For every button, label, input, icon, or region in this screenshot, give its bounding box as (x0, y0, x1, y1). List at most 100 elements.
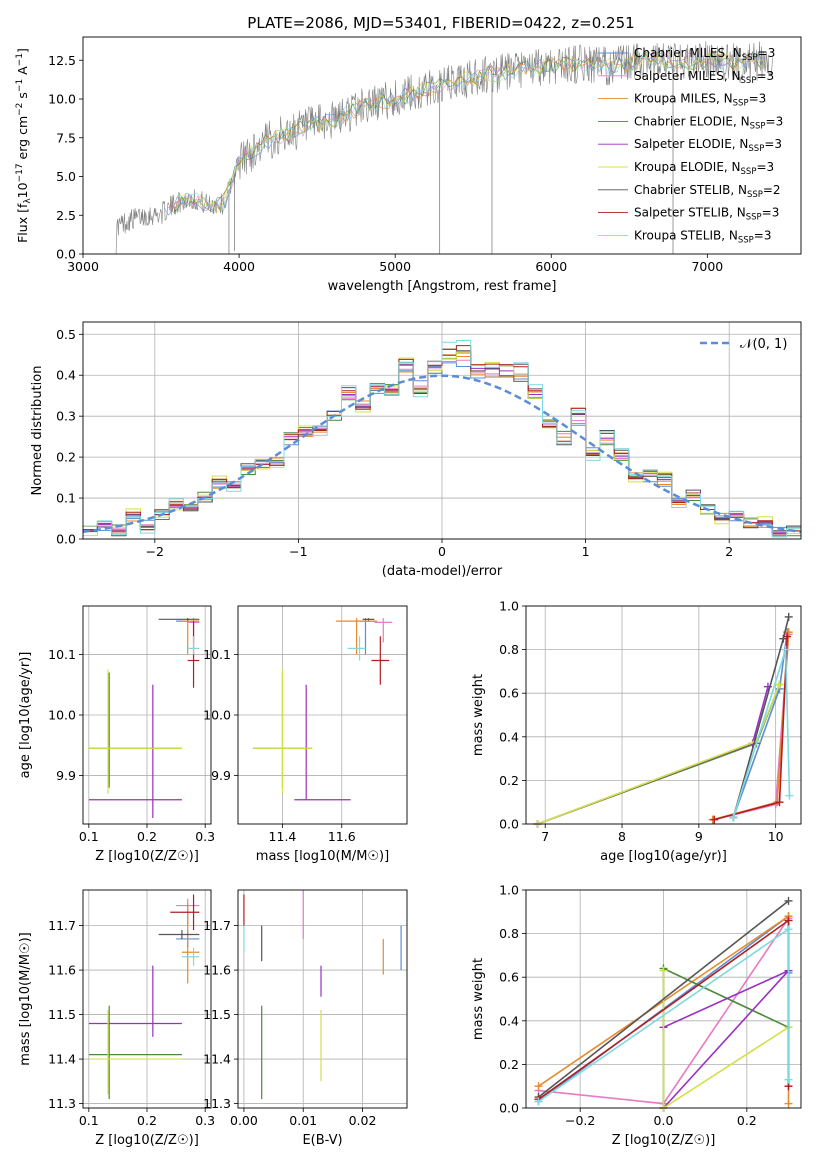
legend-text: =3 (754, 228, 772, 242)
legend-text: =3 (756, 69, 774, 83)
label-part: λ (23, 198, 33, 204)
y-tick-label: 0.1 (56, 491, 76, 506)
x-tick-label: 0.00 (230, 1113, 258, 1128)
y-tick-label: 12.5 (48, 53, 76, 68)
x-tick-label: 8 (618, 829, 626, 844)
y-tick-label: 9.9 (211, 768, 231, 783)
model-spectrum-line (173, 52, 764, 213)
y-axis-label: mass [log10(M/M☉)] (18, 932, 33, 1065)
age-vs-Z-panel: 0.1 0.2 0.3 9.9 10.0 10.1 Z [log10(Z/Z☉)] age [… (18, 605, 215, 864)
legend-text: Kroupa STELIB, N (634, 228, 738, 242)
label-part: s (15, 92, 30, 103)
legend-sub: SSP (746, 213, 762, 223)
series-line (537, 684, 781, 825)
y-axis-label: age [log10(age/yr)] (18, 652, 33, 779)
legend-sub: SSP (738, 235, 754, 245)
model-spectrum-line (179, 52, 766, 212)
y-tick-label: 10.1 (48, 647, 76, 662)
legend-sub: SSP (748, 144, 764, 154)
y-tick-label: 0.5 (56, 327, 76, 342)
x-tick-label: 0.2 (737, 1113, 757, 1128)
x-tick-label: 7 (541, 829, 549, 844)
errorbars (252, 618, 393, 801)
x-tick-label: 6000 (535, 259, 567, 274)
y-tick-label: 10.0 (203, 708, 231, 723)
y-tick-label: 0.8 (499, 926, 519, 941)
y-tick-label: 5.0 (56, 169, 76, 184)
mass-vs-ebv-panel: 0.00 0.01 0.02 11.3 11.4 11.5 11.6 11.7 E(B-V) (203, 889, 408, 1148)
errorbars (88, 894, 200, 1100)
series-lines (534, 896, 793, 1112)
errorbars (243, 890, 402, 1100)
legend-sub: SSP (741, 76, 757, 86)
residuals-panel: −2 −1 0 1 2 0.0 0.1 0.2 0.3 0.4 0.5 (data-model)/er… (30, 321, 802, 579)
legend-sub: SSP (742, 53, 758, 63)
legend-entry: Salpeter ELODIE, NSSP=3 (634, 137, 782, 154)
y-tick-label: 11.7 (48, 918, 76, 933)
y-tick-label: 0.8 (499, 642, 519, 657)
spectrum-panel: 3000 4000 5000 6000 7000 0.0 2.5 5.0 7.5 10.0 12.5… (15, 36, 802, 294)
x-tick-label: 0.02 (349, 1113, 377, 1128)
axes-frame (525, 605, 802, 825)
y-tick-label: 10.0 (48, 92, 76, 107)
legend-text: =3 (749, 92, 767, 106)
x-tick-label: 3000 (67, 259, 99, 274)
spectrum-lines (115, 41, 773, 254)
y-tick-label: 11.6 (48, 963, 76, 978)
legend-sub: SSP (741, 167, 757, 177)
x-axis-label: (data-model)/error (382, 564, 503, 579)
legend-entry: Kroupa MILES, NSSP=3 (634, 92, 766, 109)
x-axis-label: mass [log10(M/M☉)] (256, 849, 389, 864)
legend-text: Salpeter STELIB, N (634, 206, 746, 220)
x-tick-label: 0 (438, 544, 446, 559)
massweight-vs-age-panel: 7 8 9 10 0.0 0.2 0.4 0.6 0.8 1.0 age [log10(age/yr… (471, 599, 802, 864)
x-tick-label: 0.1 (79, 829, 99, 844)
x-tick-label: 11.6 (328, 829, 356, 844)
x-tick-label: 5000 (379, 259, 411, 274)
legend-text: Chabrier ELODIE, N (634, 114, 750, 128)
axes-frame (237, 605, 408, 825)
series-line (537, 686, 769, 825)
axes-frame (82, 36, 802, 255)
y-tick-label: 9.9 (56, 768, 76, 783)
x-tick-label: 4000 (223, 259, 255, 274)
legend-text: Kroupa ELODIE, N (634, 160, 741, 174)
histograms (83, 340, 801, 539)
label-part: −1 (15, 79, 25, 92)
legend-entry: Chabrier MILES, NSSP=3 (634, 46, 775, 63)
y-tick-label: 0.2 (499, 1057, 519, 1072)
legend-entry: Salpeter MILES, NSSP=3 (634, 69, 774, 86)
y-tick-label: 0.4 (499, 729, 519, 744)
x-tick-label: 1 (582, 544, 590, 559)
x-tick-label: 0.3 (195, 1113, 215, 1128)
y-axis-label: mass weight (471, 958, 486, 1040)
series-lines (533, 612, 794, 828)
x-axis-label: age [log10(age/yr)] (600, 849, 727, 864)
mass-vs-Z-panel: 0.1 0.2 0.3 11.3 11.4 11.5 11.6 11.7 Z [log10(Z/… (18, 889, 215, 1148)
observed-spectrum-line (115, 41, 773, 254)
y-tick-label: 11.4 (48, 1052, 76, 1067)
y-tick-label: 7.5 (56, 130, 76, 145)
x-tick-label: 0.2 (137, 1113, 157, 1128)
legend-entry: Salpeter STELIB, NSSP=3 (634, 206, 779, 223)
y-tick-label: 2.5 (56, 208, 76, 223)
legend-entry: Kroupa STELIB, NSSP=3 (634, 228, 772, 245)
plot-layer: 3000 4000 5000 6000 70000.02.55.07.510.012.5… (15, 36, 802, 1148)
legend-text: Salpeter MILES, N (634, 69, 741, 83)
legend-sub: SSP (747, 190, 763, 200)
y-tick-label: 10.0 (48, 708, 76, 723)
y-tick-label: 0.0 (499, 817, 519, 832)
y-tick-label: 0.0 (56, 247, 76, 262)
figure-title: PLATE=2086, MJD=53401, FIBERID=0422, z=0… (247, 14, 634, 32)
y-tick-label: 11.4 (203, 1052, 231, 1067)
legend-entry: Chabrier ELODIE, NSSP=3 (634, 114, 783, 131)
x-tick-label: 11.4 (269, 829, 297, 844)
axes-frame (525, 889, 802, 1109)
label-part: erg cm (15, 116, 30, 164)
legend-text: =2 (763, 183, 781, 197)
axes-frame (82, 321, 802, 540)
x-tick-label: 2 (725, 544, 733, 559)
legend-text: =3 (756, 160, 774, 174)
y-tick-label: 11.5 (203, 1007, 231, 1022)
